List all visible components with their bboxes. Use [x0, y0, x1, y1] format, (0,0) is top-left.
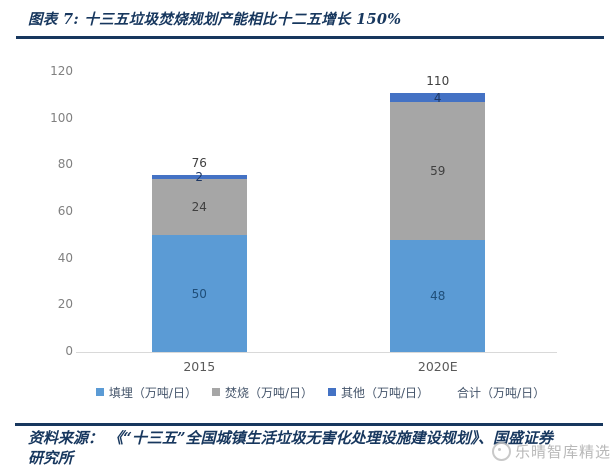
- y-axis-tick-label: 0: [65, 344, 73, 358]
- segment-value-label: 24: [191, 200, 207, 215]
- segment-value-label: 50: [191, 286, 207, 301]
- chart-legend: 填埋（万吨/日） 焚烧（万吨/日） 其他（万吨/日） 合计（万吨/日）: [46, 383, 595, 401]
- legend-label: 合计（万吨/日）: [457, 385, 546, 400]
- segment-value-label: 59: [430, 164, 446, 179]
- segment-value-label: 4: [433, 90, 442, 105]
- legend-label: 填埋（万吨/日）: [108, 385, 197, 400]
- legend-swatch: [211, 388, 220, 396]
- top-divider: [16, 36, 604, 39]
- y-axis-tick-label: 40: [57, 250, 73, 265]
- watermark: 乐晴智库精选: [491, 441, 611, 462]
- legend-item: 填埋（万吨/日）: [95, 384, 197, 401]
- bar-segment: [151, 179, 247, 236]
- figure-title: 图表 7: 十三五垃圾焚烧规划产能相比十二五增长 150%: [28, 11, 402, 28]
- legend-item: 其他（万吨/日）: [328, 384, 429, 401]
- legend-swatch: [328, 388, 336, 396]
- bar-segment: [151, 174, 247, 180]
- source-text: 资料来源： 《“十三五”全国城镇生活垃圾无害化处理设施建设规划》、国盛证券研究所: [28, 429, 553, 467]
- total-value-label: 110: [426, 74, 450, 88]
- legend-label: 其他（万吨/日）: [341, 385, 430, 400]
- y-axis-tick-label: 20: [57, 297, 73, 312]
- x-axis-category-label: 2020E: [417, 359, 458, 374]
- y-axis-tick-label: 100: [50, 110, 73, 125]
- y-axis-tick-label: 120: [50, 64, 73, 78]
- bar-segment: [390, 102, 486, 240]
- segment-value-label: 2: [195, 170, 204, 184]
- watermark-logo-icon: [491, 442, 511, 461]
- x-axis-category-label: 2015: [183, 359, 216, 374]
- watermark-text: 乐晴智库精选: [514, 443, 611, 461]
- y-axis-tick-label: 80: [57, 157, 73, 172]
- legend-swatch: [95, 388, 104, 396]
- total-value-label: 76: [191, 155, 207, 170]
- bottom-divider: [15, 423, 603, 426]
- legend-item: 焚烧（万吨/日）: [211, 384, 313, 401]
- bar-segment: [390, 240, 486, 352]
- bar-segment: [390, 93, 486, 103]
- y-axis-tick-label: 60: [57, 204, 73, 218]
- legend-label: 焚烧（万吨/日）: [224, 385, 313, 400]
- legend-swatch: [444, 388, 452, 396]
- x-axis-line: [76, 352, 557, 353]
- bar-segment: [151, 235, 247, 352]
- legend-item: 合计（万吨/日）: [444, 384, 545, 401]
- segment-value-label: 48: [430, 289, 446, 303]
